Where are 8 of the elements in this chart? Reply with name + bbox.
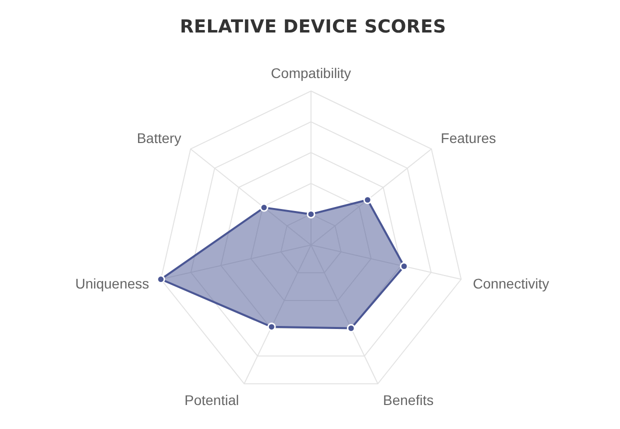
spoke-label: Uniqueness xyxy=(75,275,150,292)
spoke-label: Benefits xyxy=(383,392,434,408)
chart-title: RELATIVE DEVICE SCORES xyxy=(180,16,446,38)
spoke-label: Connectivity xyxy=(472,275,550,292)
spoke-label: Potential xyxy=(184,392,239,408)
spoke-label: Compatibility xyxy=(270,65,352,81)
spoke-label: Battery xyxy=(136,130,182,146)
spoke-label: Features xyxy=(440,130,496,146)
